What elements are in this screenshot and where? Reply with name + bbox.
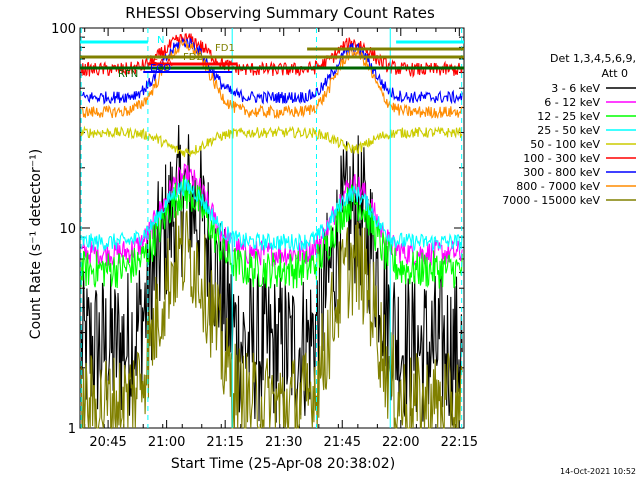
- x-tick-label: 21:00: [148, 435, 185, 450]
- series-line: [80, 210, 463, 430]
- x-axis-label: Start Time (25-Apr-08 20:38:02): [171, 456, 395, 472]
- flag-label: SAA: [152, 58, 173, 69]
- legend-label: 12 - 25 keV: [537, 110, 600, 123]
- x-tick-label: 21:45: [324, 435, 361, 450]
- legend-label: 800 - 7000 keV: [516, 180, 600, 193]
- y-tick-label: 100: [51, 22, 76, 37]
- legend-label: 300 - 800 keV: [523, 166, 600, 179]
- x-tick-label: 22:00: [382, 435, 419, 450]
- series-line: [80, 124, 463, 426]
- series-line: [81, 178, 463, 253]
- flag-label: RFN: [118, 69, 138, 80]
- series-line: [80, 37, 463, 105]
- legend-label: 25 - 50 keV: [537, 124, 600, 137]
- x-tick-label: 20:45: [89, 435, 126, 450]
- legend-label: 6 - 12 keV: [544, 96, 600, 109]
- y-axis-label: Count Rate (s⁻¹ detector⁻¹): [28, 149, 44, 339]
- flag-label: ECO: [150, 63, 171, 74]
- flag-label: N: [157, 35, 164, 46]
- series-line: [80, 163, 463, 267]
- legend-header-line-2: Att 0: [602, 67, 628, 80]
- flag-label: FD1: [215, 43, 235, 54]
- legend-label: 7000 - 15000 keV: [502, 194, 600, 207]
- x-tick-label: 21:30: [265, 435, 302, 450]
- y-tick-label: 1: [68, 422, 76, 437]
- legend-header-line-1: Det 1,3,4,5,6,9,: [550, 52, 636, 65]
- series-line: [80, 40, 463, 120]
- series-line: [80, 125, 463, 158]
- flag-label: FD2: [183, 52, 203, 63]
- y-tick-label: 10: [59, 222, 76, 237]
- plot-area: N FD1 FD2 SAA RFN ECO: [79, 27, 465, 430]
- chart-title: RHESSI Observing Summary Count Rates: [125, 4, 435, 22]
- legend-label: 100 - 300 keV: [523, 152, 600, 165]
- legend-label: 3 - 6 keV: [551, 82, 600, 95]
- footer-date: 14-Oct-2021 10:52: [560, 467, 636, 476]
- legend-label: 50 - 100 keV: [530, 138, 600, 151]
- series-line: [80, 33, 463, 79]
- x-tick-label: 21:15: [206, 435, 243, 450]
- series-line: [80, 175, 463, 289]
- x-tick-label: 22:15: [441, 435, 478, 450]
